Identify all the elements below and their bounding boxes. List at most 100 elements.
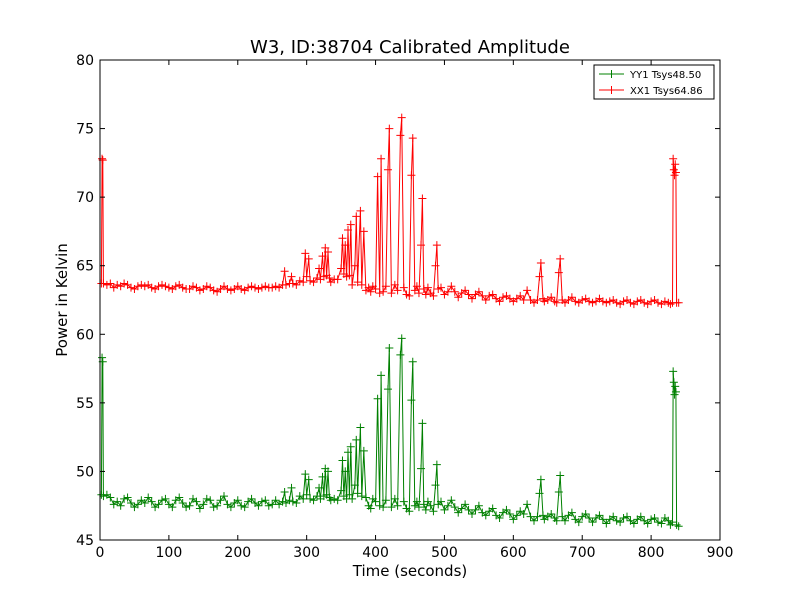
data-point [223,285,232,294]
data-point [664,516,673,525]
data-point [285,496,294,505]
data-point [431,481,440,490]
y-tick-label: 80 [76,53,94,69]
data-point [309,496,318,505]
data-point [271,282,280,291]
data-point [247,282,256,291]
data-point [295,276,304,285]
data-point [282,280,290,289]
legend: YY1 Tsys48.50 XX1 Tsys64.86 [593,64,715,100]
data-point [318,252,327,261]
data-point [421,290,430,299]
data-point [399,497,408,506]
data-point [379,503,388,512]
data-point [185,501,194,510]
data-point [533,296,542,304]
data-point [318,472,327,481]
data-point [495,514,504,523]
data-point [390,494,399,503]
data-point [535,272,544,281]
data-point [357,492,366,501]
x-tick-label: 400 [362,545,389,561]
data-point [672,520,681,529]
data-point [364,283,373,292]
data-point [133,500,142,509]
data-point [461,286,470,295]
data-point [474,287,483,296]
data-point [396,350,405,359]
data-point [189,282,197,291]
data-point [585,297,594,306]
data-point [98,353,107,362]
data-point [419,285,428,294]
data-point [417,241,426,250]
data-point [288,497,297,506]
data-point [140,282,149,291]
data-point [619,297,628,306]
data-point [626,298,635,307]
data-point [464,505,473,514]
data-point [315,483,324,492]
data-point [350,261,359,270]
data-point [257,497,266,506]
data-point [321,243,330,252]
data-point [226,503,235,512]
data-point [431,261,440,270]
y-tick-label: 50 [76,464,94,480]
data-point [158,280,166,289]
data-point [301,470,310,479]
data-point [674,298,683,307]
axes-layer: 0 100 200 300 400 500 600 700 800 900 45 50 55 60 65 70… [76,53,733,561]
data-point [240,503,249,512]
data-point [377,371,386,380]
y-tick-label: 55 [76,396,94,412]
data-point [605,297,614,306]
legend-box [593,64,715,100]
data-point [567,293,576,302]
x-tick-label: 500 [431,545,458,561]
data-point [468,509,476,518]
data-point [127,283,135,292]
data-point [547,293,556,302]
data-point [464,290,473,299]
data-point [478,291,487,300]
data-point [598,297,607,306]
data-point [373,394,382,403]
data-point [356,206,365,215]
data-point [292,498,301,507]
data-point [412,497,421,506]
data-point [523,500,532,509]
data-point [474,501,483,510]
data-point [443,287,452,296]
data-point [278,497,287,506]
data-point [247,494,256,503]
data-point [381,282,390,291]
data-point [399,283,408,292]
data-point [324,248,333,256]
data-point [257,283,266,292]
data-point [397,113,406,122]
data-point [202,282,211,291]
data-point [361,493,370,502]
data-point [499,293,507,302]
data-point [383,165,392,174]
data-point [516,291,525,300]
data-point [669,154,678,163]
data-point [287,272,296,281]
data-point [315,264,324,273]
data-point [102,280,111,289]
axes-frame [99,59,721,541]
data-point [432,241,441,250]
data-point [98,154,107,163]
data-point [558,512,567,521]
data-point [306,494,315,503]
data-point [302,272,311,281]
data-point [348,494,357,503]
data-point [313,274,321,283]
data-point [612,516,621,525]
data-point [671,168,680,177]
data-point [468,294,476,303]
x-tick-label: 300 [293,545,320,561]
data-point [202,494,211,503]
series-0 [97,334,683,531]
